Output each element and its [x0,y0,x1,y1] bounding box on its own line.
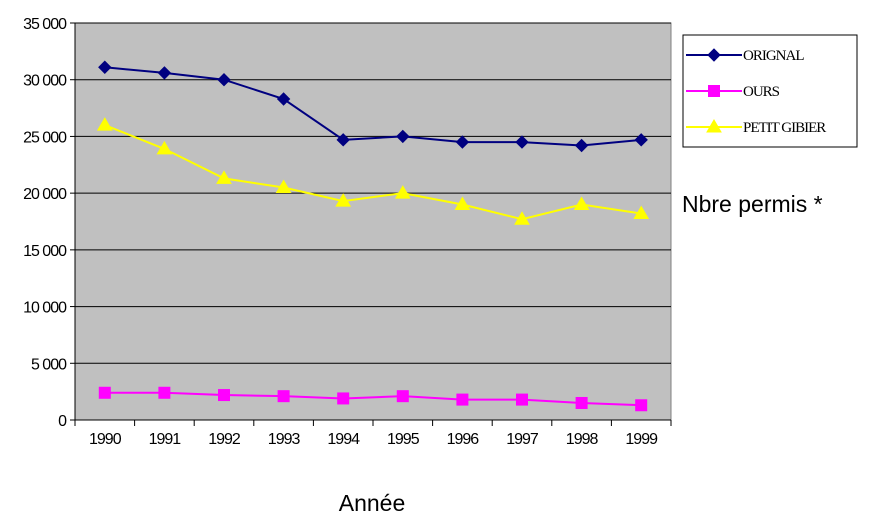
y-tick-label: 30 000 [23,73,67,90]
data-point-ours [218,389,230,402]
data-point-ours [456,393,469,406]
series-line-orignal [104,66,642,147]
data-point-petit-gibier [335,193,352,207]
x-tick-label: 1996 [447,431,480,448]
y-tick-label: 15 000 [23,243,67,260]
legend-label: ORIGNAL [743,48,804,64]
y-tick-label: 20 000 [23,186,67,203]
y-tick-label: 35 000 [23,16,67,33]
data-point-orignal [455,135,470,149]
gridlines [75,22,671,364]
data-point-ours [635,399,648,412]
x-tick-label: 1994 [327,431,360,448]
data-point-orignal [634,133,648,147]
data-point-ours [575,396,588,409]
y-tick-label: 0 [58,413,67,430]
legend-marker [707,48,721,62]
data-point-orignal [217,73,231,87]
legend-marker [706,119,722,133]
x-axis-ticks: 1990 1991 1992 1993 1994 1995 1996 1997 1998 1999 [74,420,672,448]
data-point-petit-gibier [156,140,173,155]
series-ours [98,386,648,412]
data-point-petit-gibier [573,196,590,210]
data-point-petit-gibier [275,179,292,193]
data-point-orignal [336,133,350,147]
legend-marker [708,85,720,97]
x-tick-label: 1995 [387,431,420,448]
data-point-orignal [157,66,172,80]
y-tick-label: 25 000 [23,129,67,146]
series-layer [96,60,650,412]
data-point-ours [98,386,111,399]
series-line-petit-gibier [104,124,642,221]
x-tick-label: 1998 [566,431,599,448]
data-point-ours [337,392,350,405]
data-point-orignal [98,60,112,74]
legend: ORIGNAL OURS PETIT GIBIER [682,34,858,148]
data-point-ours [396,390,409,403]
data-point-orignal [396,129,410,144]
series-petit-gibier [96,117,650,225]
legend-label: OURS [743,84,780,100]
data-point-petit-gibier [454,196,471,210]
data-point-orignal [515,135,529,149]
legend-label: PETIT GIBIER [743,120,826,136]
data-point-petit-gibier [514,211,530,225]
legend-item-orignal: ORIGNAL [686,48,805,64]
x-tick-label: 1999 [625,431,658,448]
data-point-petit-gibier [633,205,650,220]
y-tick-label: 5 000 [31,356,67,373]
x-tick-label: 1993 [268,431,301,448]
x-axis-title: Année [339,490,406,516]
data-point-ours [516,393,528,406]
data-point-ours [277,390,290,403]
data-point-orignal [276,92,291,106]
x-tick-label: 1990 [89,431,122,448]
data-point-petit-gibier [394,185,411,199]
y-axis-ticks: 0 5 000 10 000 15 000 20 000 25 000 30 000 35 0… [23,16,75,430]
x-tick-label: 1997 [506,431,539,448]
series-line-ours [104,391,642,407]
plot-area [74,22,672,421]
series-orignal [98,60,648,153]
x-tick-label: 1992 [208,431,241,448]
data-point-petit-gibier [96,117,113,131]
data-point-orignal [574,138,589,153]
x-tick-label: 1991 [149,431,182,448]
legend-item-ours: OURS [686,84,781,100]
legend-item-petit-gibier: PETIT GIBIER [686,119,827,136]
data-point-ours [158,386,171,399]
y-tick-label: 10 000 [23,300,67,317]
data-point-petit-gibier [216,170,232,184]
y-axis-title: Nbre permis * [682,191,823,217]
